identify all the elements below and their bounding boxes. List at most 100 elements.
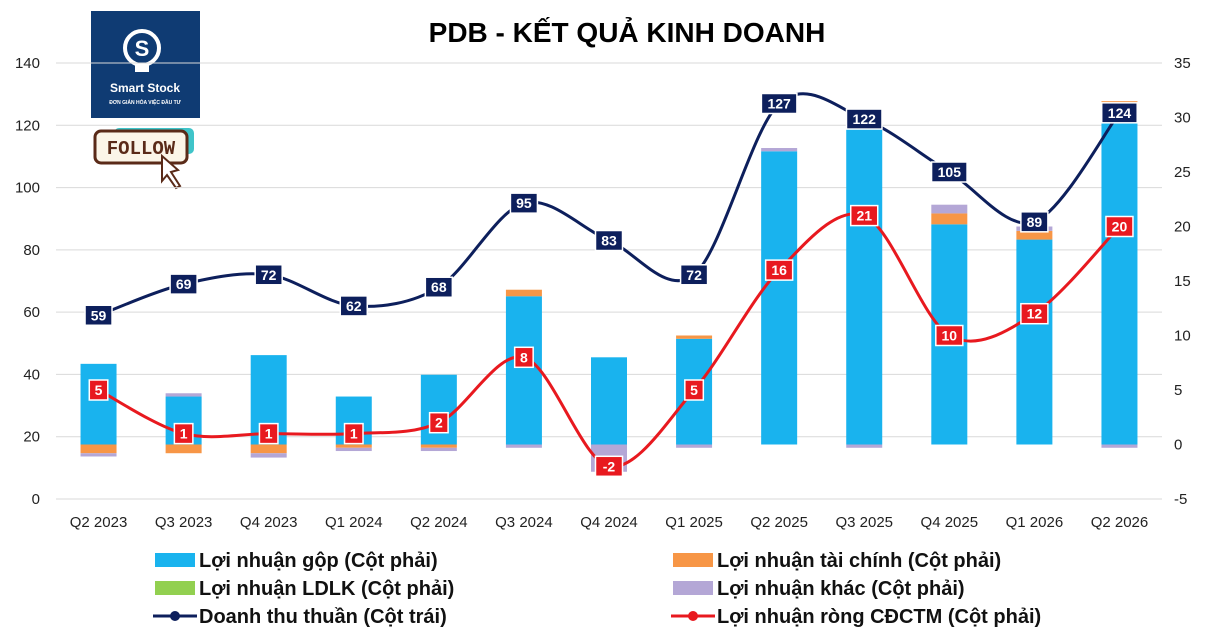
bar — [505, 296, 542, 445]
y-right-tick-label: -5 — [1174, 491, 1187, 508]
legend: Lợi nhuận gộp (Cột phải) Lợi nhuận tài ch… — [153, 550, 1041, 628]
data-label-box — [88, 379, 109, 401]
y-left-tick-label: 80 — [23, 242, 40, 259]
x-tick-label: Q1 2025 — [665, 514, 723, 531]
bar — [505, 444, 542, 448]
data-label-box — [339, 295, 369, 317]
y-right-tick-label: 25 — [1174, 164, 1191, 181]
data-label: 72 — [686, 267, 702, 283]
data-label-box — [513, 346, 534, 369]
x-tick-label: Q4 2023 — [240, 514, 298, 531]
y-left-tick-label: 100 — [15, 180, 40, 197]
y-right-tick-label: 30 — [1174, 110, 1191, 127]
bar — [420, 447, 457, 452]
bar — [1016, 230, 1053, 240]
data-label: 5 — [95, 382, 103, 398]
y-right-tick-label: 10 — [1174, 328, 1191, 345]
bar — [676, 335, 713, 339]
follow-badge[interactable]: FOLLOW — [93, 128, 194, 190]
bar — [931, 204, 968, 214]
data-label: 69 — [176, 276, 192, 292]
bar — [250, 453, 287, 458]
bars-layer — [80, 101, 1138, 472]
data-label: 5 — [690, 382, 698, 398]
smart-stock-logo: S Smart Stock ĐƠN GIẢN HÓA VIỆC ĐẦU TƯ — [91, 11, 200, 118]
y-left-tick-label: 0 — [32, 491, 40, 508]
y-left-tick-label: 60 — [23, 304, 40, 321]
bar — [165, 393, 202, 397]
x-tick-label: Q3 2024 — [495, 514, 553, 531]
bar — [420, 374, 457, 445]
data-label-box — [764, 259, 794, 281]
data-label: 127 — [767, 95, 791, 111]
bar — [250, 444, 287, 454]
legend-swatch — [673, 553, 713, 567]
data-label: 105 — [938, 164, 962, 180]
bar — [846, 444, 883, 448]
legend-label: Lợi nhuận gộp (Cột phải) — [199, 550, 438, 572]
cursor-icon — [161, 153, 182, 190]
data-label-box — [424, 276, 454, 298]
bar — [931, 213, 968, 225]
data-label-box — [594, 229, 624, 252]
bar — [80, 453, 117, 457]
bar — [80, 363, 117, 445]
data-label-box — [509, 192, 539, 214]
data-label-box — [428, 411, 449, 434]
data-label: 68 — [431, 279, 447, 295]
y-left-tick-label: 140 — [15, 55, 40, 72]
legend-label: Doanh thu thuần (Cột trái) — [199, 606, 447, 628]
legend-marker — [688, 611, 698, 621]
data-label-box — [679, 264, 709, 286]
bar — [1016, 239, 1053, 445]
y-right-tick-label: 35 — [1174, 55, 1191, 72]
data-label-box — [1100, 102, 1138, 124]
data-label-box — [1020, 302, 1049, 325]
data-label: 2 — [435, 415, 443, 431]
y-right-tick-label: 5 — [1174, 382, 1182, 399]
x-tick-label: Q2 2025 — [750, 514, 808, 531]
follow-label: FOLLOW — [107, 138, 176, 160]
legend-label: Lợi nhuận LDLK (Cột phải) — [199, 578, 454, 600]
data-label: 10 — [942, 328, 958, 344]
bar — [676, 444, 713, 448]
data-label-box — [1105, 215, 1134, 238]
y-axis-left: 0 20 40 60 80 100 120 140 — [15, 55, 40, 508]
data-label-box — [594, 455, 624, 478]
bar — [591, 357, 627, 445]
bar — [761, 151, 798, 445]
data-label: 72 — [261, 267, 277, 283]
data-label: 122 — [853, 111, 877, 127]
data-label: 1 — [180, 426, 188, 442]
data-label-box — [760, 92, 798, 115]
data-label-box — [849, 204, 879, 227]
bar — [335, 447, 372, 452]
bar — [505, 289, 542, 297]
bar — [420, 444, 457, 448]
data-label: 89 — [1027, 214, 1043, 230]
svg-text:S: S — [135, 36, 150, 61]
data-label: 21 — [856, 208, 872, 224]
bar — [761, 148, 798, 152]
logo-brand: Smart Stock — [110, 81, 180, 95]
x-tick-label: Q3 2023 — [155, 514, 213, 531]
data-label: 59 — [91, 307, 107, 323]
y-right-tick-label: 15 — [1174, 273, 1191, 290]
chart-title: PDB - KẾT QUẢ KINH DOANH — [429, 16, 826, 48]
bar — [335, 444, 372, 448]
legend-label: Lợi nhuận khác (Cột phải) — [717, 578, 965, 600]
x-tick-label: Q4 2024 — [580, 514, 638, 531]
data-label-box — [845, 108, 883, 130]
x-tick-label: Q1 2026 — [1006, 514, 1064, 531]
bar — [80, 444, 117, 454]
data-label: 1 — [265, 426, 273, 442]
data-label-box — [930, 161, 968, 183]
data-label: 124 — [1108, 105, 1132, 121]
y-left-tick-label: 120 — [15, 117, 40, 134]
data-label: -2 — [603, 458, 616, 474]
x-axis: Q2 2023 Q3 2023 Q4 2023 Q1 2024 Q2 2024 Q3 20… — [70, 514, 1148, 531]
data-label: 62 — [346, 298, 362, 314]
legend-swatch — [155, 553, 195, 567]
